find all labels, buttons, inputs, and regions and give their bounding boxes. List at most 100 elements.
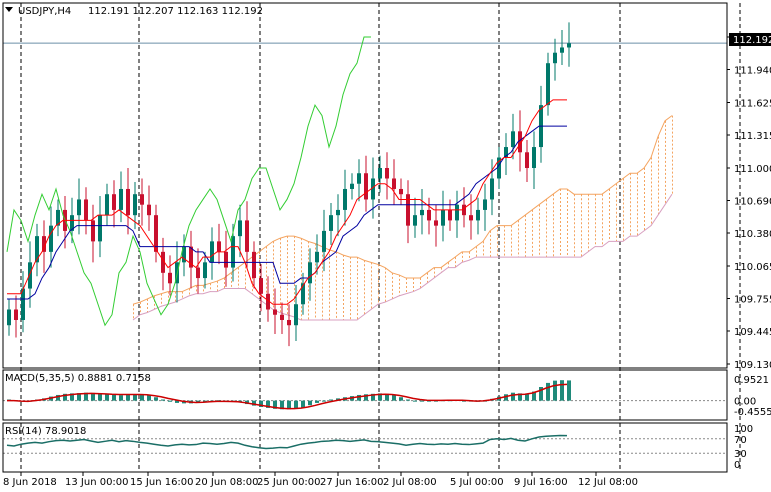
- candle-body: [168, 272, 172, 284]
- macd-bar: [539, 387, 543, 401]
- macd-bar: [385, 393, 389, 401]
- candle-body: [112, 194, 116, 210]
- candle-body: [448, 209, 452, 221]
- macd-bar: [259, 400, 263, 408]
- candle-body: [336, 209, 340, 216]
- candle-body: [224, 251, 228, 268]
- time-tick-label: 12 Jul 08:00: [578, 477, 638, 488]
- macd-bar: [63, 393, 67, 401]
- kijun-sen-line: [7, 125, 567, 300]
- candle-body: [273, 309, 277, 315]
- candle-body: [42, 236, 46, 252]
- grid-lines: [3, 3, 741, 472]
- candle-body: [364, 173, 368, 200]
- candle-body: [406, 194, 410, 226]
- ohlc-header: 112.191 112.207 112.163 112.192: [88, 6, 263, 17]
- time-tick-label: 8 Jun 2018: [3, 477, 57, 488]
- candle-body: [210, 241, 214, 263]
- macd-bar: [70, 393, 74, 401]
- macd-bar: [378, 393, 382, 401]
- price-tick-label: 109.130: [734, 360, 771, 371]
- macd-bar: [273, 400, 277, 409]
- candle-body: [77, 199, 81, 216]
- macd-bar: [161, 399, 165, 401]
- candle-body: [56, 209, 60, 226]
- candles: [7, 22, 571, 347]
- senkou-a-line: [132, 115, 673, 305]
- candle-body: [420, 209, 424, 216]
- macd-bar: [560, 380, 564, 401]
- rsi-tick-label: 0: [734, 460, 740, 471]
- panel-frame: [2, 422, 728, 473]
- macd-bar: [91, 392, 95, 401]
- candle-body: [546, 63, 550, 106]
- indicator-lines: [6, 36, 567, 327]
- candle-body: [203, 262, 207, 279]
- candle-body: [504, 147, 508, 158]
- macd-bar: [154, 397, 158, 401]
- chikou-span-line: [6, 36, 371, 327]
- macd-bar: [98, 393, 102, 401]
- macd-bar: [427, 400, 431, 402]
- macd-bar: [140, 394, 144, 401]
- time-tick-label: 2 Jul 08:00: [383, 477, 437, 488]
- candle-body: [490, 178, 494, 200]
- time-tick-label: 25 Jun 00:00: [257, 477, 321, 488]
- macd-bar: [168, 400, 172, 402]
- macd-bar: [119, 395, 123, 401]
- candle-body: [91, 220, 95, 242]
- macd-bar: [203, 400, 207, 402]
- candle-body: [525, 152, 529, 169]
- candle-body: [434, 220, 438, 226]
- candle-body: [560, 47, 564, 53]
- rsi-tick-label: 30: [734, 449, 747, 460]
- candle-body: [259, 278, 263, 294]
- candle-body: [399, 188, 403, 195]
- price-tick-label: 111.625: [734, 99, 771, 110]
- macd-bar: [329, 399, 333, 401]
- macd-label: MACD(5,35,5) 0.8881 0.7158: [5, 373, 151, 384]
- macd-bar: [462, 400, 466, 402]
- candle-body: [567, 43, 571, 48]
- candle-body: [315, 251, 319, 263]
- panel-frames: [2, 2, 728, 473]
- candle-body: [378, 168, 382, 179]
- candle-body: [350, 183, 354, 189]
- candle-body: [140, 194, 144, 205]
- triangle-down-icon[interactable]: [5, 7, 13, 12]
- chart-title: USDJPY,H4: [18, 6, 71, 17]
- candle-body: [238, 220, 242, 237]
- macd-bar: [252, 400, 256, 406]
- tenkan-sen-line: [7, 99, 567, 305]
- macd-bar: [56, 394, 60, 401]
- candle-body: [119, 188, 123, 210]
- macd-bar: [77, 393, 81, 401]
- candle-body: [182, 246, 186, 263]
- macd-bar: [553, 380, 557, 401]
- candle-body: [35, 236, 39, 263]
- candle-body: [266, 293, 270, 310]
- macd-bar: [525, 394, 529, 401]
- ichimoku-cloud: [132, 115, 673, 321]
- candle-body: [518, 131, 522, 153]
- candle-body: [476, 209, 480, 221]
- time-tick-label: 15 Jun 16:00: [130, 477, 194, 488]
- candle-body: [98, 215, 102, 242]
- candle-body: [287, 319, 291, 326]
- macd-panel: [7, 380, 571, 410]
- macd-bar: [112, 394, 116, 401]
- candle-body: [483, 199, 487, 210]
- candle-body: [497, 157, 501, 179]
- macd-bar: [399, 397, 403, 401]
- macd-bar: [308, 400, 312, 406]
- macd-bar: [371, 393, 375, 401]
- macd-bar: [420, 400, 424, 402]
- macd-bar: [546, 382, 550, 401]
- macd-bar: [532, 391, 536, 401]
- price-tick-label: 109.755: [734, 294, 771, 305]
- price-tick-label: 111.315: [734, 131, 771, 142]
- candle-body: [105, 194, 109, 216]
- macd-bar: [280, 400, 284, 410]
- candle-body: [469, 215, 473, 221]
